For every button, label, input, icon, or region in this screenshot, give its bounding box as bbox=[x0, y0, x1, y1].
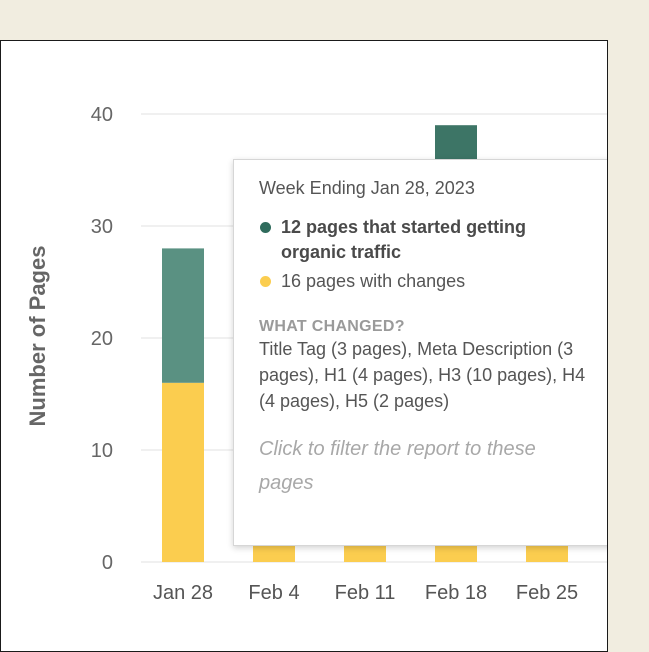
x-tick-label: Feb 11 bbox=[335, 582, 396, 604]
x-tick-label: Jan 28 bbox=[153, 582, 213, 604]
tooltip-title: Week Ending Jan 28, 2023 bbox=[259, 178, 475, 198]
x-tick-label: Feb 25 bbox=[516, 582, 578, 604]
tooltip-changes-detail: Title Tag (3 pages), Meta Description (3… bbox=[259, 339, 586, 411]
y-tick-label: 20 bbox=[91, 328, 113, 350]
filter-report-link[interactable]: Click to filter the report to these page… bbox=[259, 438, 536, 494]
x-tick-label: Feb 18 bbox=[425, 582, 487, 604]
tooltip-changes-text: 16 pages with changes bbox=[281, 271, 466, 291]
bar-changes bbox=[162, 382, 204, 562]
yellow-dot-icon bbox=[260, 276, 271, 287]
x-tick-label: Feb 4 bbox=[248, 582, 299, 604]
y-tick-label: 30 bbox=[91, 216, 113, 238]
y-axis-label: Number of Pages bbox=[25, 245, 50, 427]
green-dot-icon bbox=[260, 222, 271, 233]
tooltip-changes-line: 16 pages with changes bbox=[259, 269, 588, 294]
y-tick-label: 40 bbox=[91, 104, 113, 126]
chart-panel: 0 10 20 30 40 Jan 28 Feb 4 Feb 11 Feb 18 Feb 25 N… bbox=[0, 40, 608, 652]
y-tick-label: 10 bbox=[91, 440, 113, 462]
bar-traffic bbox=[162, 248, 204, 383]
tooltip[interactable]: Week Ending Jan 28, 2023 12 pages that s… bbox=[233, 159, 607, 546]
tooltip-traffic-line: 12 pages that started getting organic tr… bbox=[259, 215, 588, 265]
tooltip-heading: WHAT CHANGED? bbox=[259, 318, 405, 335]
tooltip-traffic-text: 12 pages that started getting organic tr… bbox=[281, 217, 527, 262]
y-tick-label: 0 bbox=[102, 552, 113, 574]
